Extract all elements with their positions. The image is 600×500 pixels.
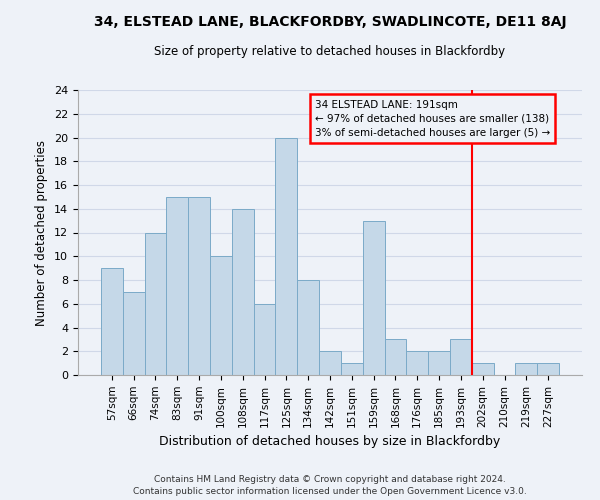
Bar xyxy=(166,197,188,375)
Bar xyxy=(472,363,494,375)
Bar xyxy=(406,351,428,375)
Bar xyxy=(232,209,254,375)
Bar xyxy=(275,138,297,375)
Bar xyxy=(210,256,232,375)
Text: Contains HM Land Registry data © Crown copyright and database right 2024.: Contains HM Land Registry data © Crown c… xyxy=(154,475,506,484)
Text: Size of property relative to detached houses in Blackfordby: Size of property relative to detached ho… xyxy=(154,45,506,58)
Bar xyxy=(145,232,166,375)
X-axis label: Distribution of detached houses by size in Blackfordby: Distribution of detached houses by size … xyxy=(160,435,500,448)
Bar xyxy=(254,304,275,375)
Bar xyxy=(450,340,472,375)
Bar xyxy=(297,280,319,375)
Bar xyxy=(428,351,450,375)
Bar xyxy=(188,197,210,375)
Bar xyxy=(363,220,385,375)
Bar xyxy=(123,292,145,375)
Text: Contains public sector information licensed under the Open Government Licence v3: Contains public sector information licen… xyxy=(133,488,527,496)
Bar xyxy=(319,351,341,375)
Y-axis label: Number of detached properties: Number of detached properties xyxy=(35,140,49,326)
Bar xyxy=(341,363,363,375)
Bar xyxy=(537,363,559,375)
Text: 34 ELSTEAD LANE: 191sqm
← 97% of detached houses are smaller (138)
3% of semi-de: 34 ELSTEAD LANE: 191sqm ← 97% of detache… xyxy=(315,100,550,138)
Bar xyxy=(385,340,406,375)
Bar xyxy=(515,363,537,375)
Bar xyxy=(101,268,123,375)
Text: 34, ELSTEAD LANE, BLACKFORDBY, SWADLINCOTE, DE11 8AJ: 34, ELSTEAD LANE, BLACKFORDBY, SWADLINCO… xyxy=(94,15,566,29)
